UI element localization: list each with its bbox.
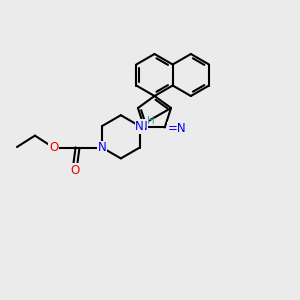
Text: O: O bbox=[70, 164, 79, 177]
Text: H: H bbox=[147, 116, 155, 126]
Text: O: O bbox=[49, 141, 58, 154]
Text: =N: =N bbox=[168, 122, 186, 136]
Text: N: N bbox=[98, 141, 106, 154]
Text: N: N bbox=[135, 119, 144, 133]
Text: N: N bbox=[138, 120, 147, 133]
